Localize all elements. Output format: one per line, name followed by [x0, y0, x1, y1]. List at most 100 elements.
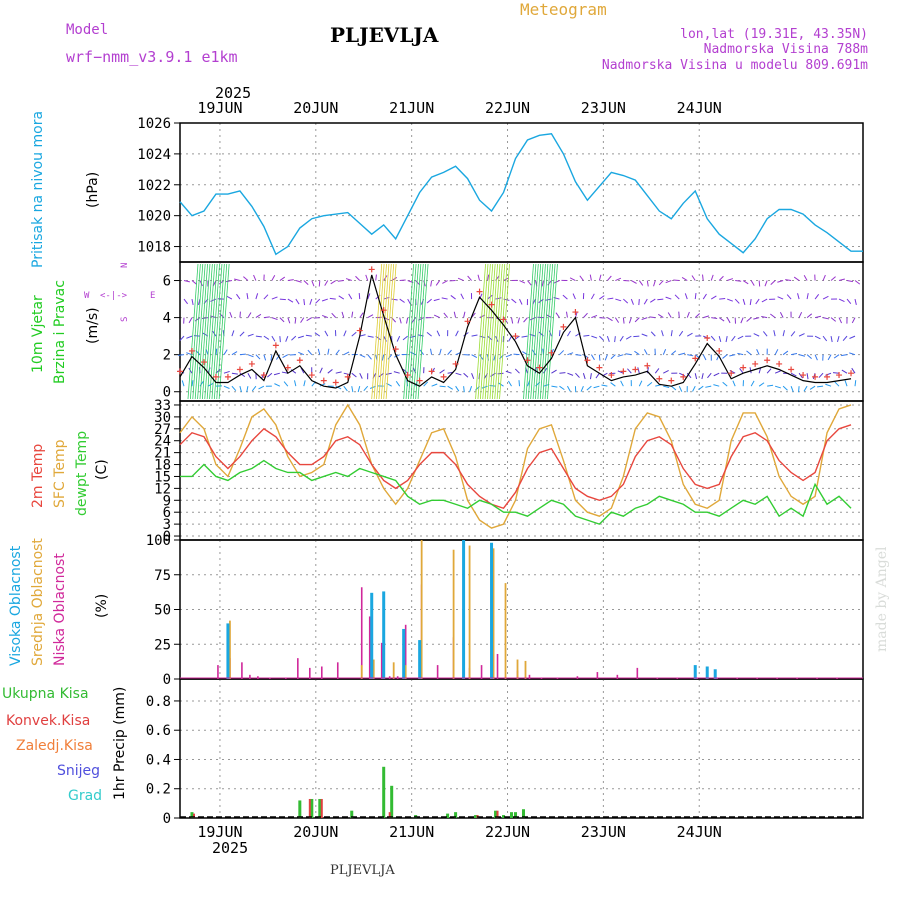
wind-label-1: 10m Vjetar [30, 295, 46, 373]
wind-arrow [589, 274, 592, 281]
wind-arrow [601, 384, 608, 387]
wind-arrow [580, 385, 584, 392]
wind-burst-line [491, 263, 503, 400]
wind-arrow [586, 385, 592, 391]
wind-arrow [505, 354, 512, 358]
sfc-temp-line [179, 403, 852, 529]
wind-arrow [191, 380, 194, 387]
wind-arrow [391, 298, 398, 301]
wind-arrow [650, 331, 656, 337]
wind-arrow [593, 385, 600, 389]
wind-arrow [343, 385, 348, 392]
y-tick-label: 33 [154, 398, 171, 414]
wind-arrow [643, 349, 648, 355]
wind-arrow [614, 317, 620, 323]
panel-frame-wind [179, 261, 864, 402]
precip-label-conv: Konvek.Kisa [6, 713, 90, 729]
high-cloud-bar [490, 542, 494, 679]
wind-burst-line [417, 263, 429, 400]
wind-arrow [806, 313, 813, 318]
wind-arrow [225, 280, 233, 283]
wind-arrow [243, 276, 249, 281]
wind-arrow [457, 277, 464, 281]
wind-arrow [814, 335, 821, 340]
wind-arrow [270, 354, 273, 361]
wind-gust-marker [668, 377, 675, 384]
wind-arrow [318, 280, 321, 287]
wind-arrow [439, 348, 442, 355]
wind-burst-line [206, 263, 218, 400]
wind-arrow [663, 370, 669, 374]
wind-arrow [231, 330, 235, 337]
wind-arrow [327, 348, 330, 355]
wind-arrow [567, 352, 574, 356]
wind-gust-marker [368, 266, 375, 273]
wind-gust-marker [776, 360, 783, 367]
wind-arrow [345, 278, 352, 282]
wind-arrow [718, 275, 724, 281]
wind-arrow [263, 294, 269, 300]
y-tick-label: 0 [163, 672, 171, 688]
wind-arrow [463, 311, 466, 318]
wind-burst-line [415, 263, 427, 400]
wind-arrow [846, 280, 854, 283]
total-precip-bar [318, 798, 322, 818]
wind-arrow [426, 331, 432, 337]
wind-arrow [620, 380, 624, 387]
wind-arrow [814, 354, 818, 361]
wind-arrow [341, 311, 345, 318]
wind-arrow [442, 280, 448, 284]
mid-cloud-bar [452, 549, 455, 679]
wind-arrow [719, 298, 726, 300]
x-tick-label-top: 19JUN [197, 99, 242, 117]
wind-arrow [725, 336, 728, 343]
wind-arrow [255, 313, 262, 319]
wind-arrow [827, 354, 832, 361]
wind-arrow [687, 354, 694, 357]
wind-arrow [541, 280, 544, 287]
wind-arrow [637, 367, 640, 374]
wind-arrow [634, 317, 640, 323]
wind-gust-marker [272, 342, 279, 349]
wind-arrow [410, 351, 416, 356]
wind-burst-line [475, 263, 486, 400]
wind-arrow [654, 368, 660, 374]
wind-gust-marker [476, 288, 483, 295]
wind-arrow [774, 370, 781, 374]
wind-arrow [453, 311, 457, 318]
wind-burst-line [499, 263, 510, 400]
wind-arrow [247, 354, 254, 358]
x-tick-label-top: 21JUN [389, 99, 434, 117]
wind-arrow [226, 295, 233, 300]
model-name: wrf−nmm_v3.9.1 e1km [66, 48, 238, 66]
wind-arrow [247, 372, 252, 379]
high-cloud-bar [693, 665, 697, 679]
wind-gust-marker [632, 366, 639, 373]
wind-arrow [809, 385, 816, 390]
wind-arrow [435, 280, 441, 286]
wind-arrow [294, 317, 297, 324]
wind-arrow [742, 280, 749, 285]
mid-cloud-bar [404, 665, 407, 679]
wind-arrow [638, 299, 640, 306]
cloud-label-high: Visoka Oblacnost [8, 545, 24, 666]
y-tick-label: 1022 [137, 178, 171, 194]
wind-gust-marker [488, 301, 495, 308]
conv-precip-bar [388, 812, 391, 818]
wind-arrow [385, 372, 392, 375]
temp-label-2m: 2m Temp [30, 444, 46, 508]
wind-burst-line [482, 263, 494, 400]
wind-arrow [674, 294, 680, 300]
wind-arrow [713, 372, 720, 377]
wind-arrow [825, 372, 832, 376]
wind-arrow [643, 298, 648, 305]
compass-arrows: <-|-> [100, 291, 128, 301]
wind-gust-marker [404, 372, 411, 379]
wind-arrow [338, 295, 345, 300]
wind-gust-marker [752, 360, 759, 367]
wind-burst-line [410, 263, 422, 400]
wind-arrow [231, 351, 238, 356]
wind-arrow [348, 293, 353, 300]
wind-burst-line [542, 263, 554, 400]
wind-arrow [702, 274, 704, 281]
